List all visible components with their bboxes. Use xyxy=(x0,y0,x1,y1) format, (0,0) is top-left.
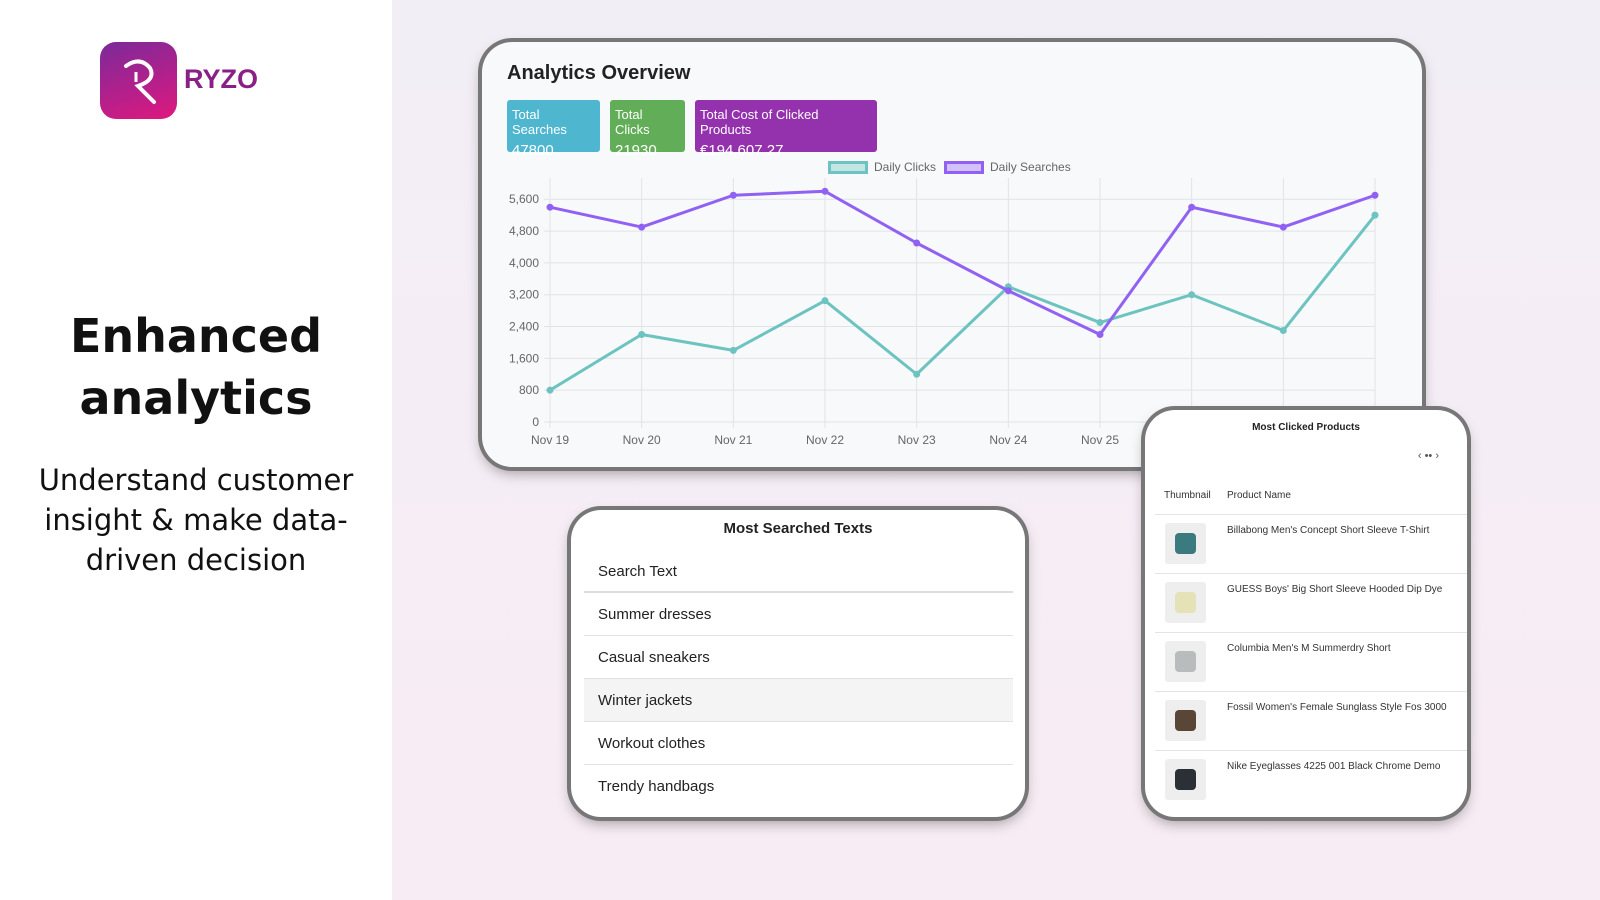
data-point xyxy=(729,191,737,199)
product-name: Nike Eyeglasses 4225 001 Black Chrome De… xyxy=(1227,761,1441,772)
stat-value: 21930 xyxy=(615,142,657,159)
data-point xyxy=(729,346,737,354)
search-text-row[interactable]: Winter jackets xyxy=(584,679,1013,722)
carousel-pager[interactable]: ‹ •• › xyxy=(1417,450,1439,462)
stat-total-searches: Total Searches 47800 xyxy=(507,100,600,159)
most-searched-title: Most Searched Texts xyxy=(723,520,873,537)
y-tick-label: 2,400 xyxy=(509,320,539,334)
data-point xyxy=(1279,223,1287,231)
chart-legend: Daily Clicks Daily Searches xyxy=(828,160,1071,175)
x-tick-label: Nov 22 xyxy=(806,433,844,447)
data-point xyxy=(1096,319,1104,327)
search-text-row[interactable]: Summer dresses xyxy=(584,593,1013,636)
product-thumbnail xyxy=(1165,641,1206,682)
series-line-searches xyxy=(549,189,1376,336)
y-tick-label: 4,800 xyxy=(509,224,539,238)
data-point xyxy=(1096,330,1104,338)
brand-name: RYZO xyxy=(184,64,258,94)
col-thumbnail: Thumbnail xyxy=(1164,490,1211,501)
data-point xyxy=(1279,327,1287,335)
x-tick-label: Nov 25 xyxy=(1081,433,1119,447)
product-name: GUESS Boys' Big Short Sleeve Hooded Dip … xyxy=(1227,584,1443,595)
data-point xyxy=(913,239,921,247)
stat-total-cost: Total Cost of Clicked Products €194,607.2… xyxy=(695,100,877,159)
product-row[interactable]: Billabong Men's Concept Short Sleeve T-S… xyxy=(1155,514,1467,573)
subline: Understand customer insight & make data-… xyxy=(38,463,354,577)
product-name: Columbia Men's M Summerdry Short xyxy=(1227,643,1391,654)
most-clicked-card: Most Clicked Products ‹ •• › Thumbnail P… xyxy=(1145,410,1467,817)
ryzo-logo xyxy=(100,42,177,119)
left-panel: RYZO Enhanced analytics Understand custo… xyxy=(0,0,392,900)
analytics-card: Analytics Overview Total Searches 47800 T… xyxy=(482,42,1422,467)
x-tick-label: Nov 23 xyxy=(898,433,936,447)
data-point xyxy=(821,297,829,305)
search-text-header: Search Text xyxy=(584,550,1013,593)
y-tick-label: 5,600 xyxy=(509,192,539,206)
most-clicked-title: Most Clicked Products xyxy=(1252,422,1360,433)
x-tick-label: Nov 24 xyxy=(989,433,1027,447)
legend-daily-searches[interactable]: Daily Searches xyxy=(944,160,1071,175)
stat-label: Total Clicks xyxy=(615,107,650,137)
y-tick-label: 0 xyxy=(532,415,539,429)
data-point xyxy=(821,187,829,195)
search-text-row[interactable]: Trendy handbags xyxy=(598,778,715,795)
y-tick-label: 4,000 xyxy=(509,256,539,270)
product-name: Billabong Men's Concept Short Sleeve T-S… xyxy=(1227,525,1430,536)
product-row[interactable]: Fossil Women's Female Sunglass Style Fos… xyxy=(1155,691,1467,750)
product-thumbnail xyxy=(1165,582,1206,623)
data-point xyxy=(1371,191,1379,199)
x-tick-label: Nov 19 xyxy=(531,433,569,447)
legend-daily-clicks[interactable]: Daily Clicks xyxy=(828,160,936,175)
analytics-title: Analytics Overview xyxy=(507,62,691,84)
col-product-name: Product Name xyxy=(1227,490,1291,501)
x-tick-label: Nov 20 xyxy=(623,433,661,447)
y-tick-label: 3,200 xyxy=(509,288,539,302)
stat-total-clicks: Total Clicks 21930 xyxy=(610,100,685,159)
data-point xyxy=(1371,211,1379,219)
data-point xyxy=(1004,287,1012,295)
data-point xyxy=(1188,203,1196,211)
data-point xyxy=(546,203,554,211)
product-thumbnail xyxy=(1165,759,1206,800)
series-line-clicks xyxy=(549,214,1377,392)
most-searched-card: Most Searched Texts Search Text Summer d… xyxy=(571,510,1025,817)
stat-label: Total Cost of Clicked Products xyxy=(700,107,819,137)
data-point xyxy=(913,370,921,378)
stat-label: Total Searches xyxy=(512,107,567,137)
search-text-row[interactable]: Casual sneakers xyxy=(584,636,1013,679)
x-tick-label: Nov 21 xyxy=(714,433,752,447)
data-point xyxy=(638,330,646,338)
product-row[interactable]: Nike Eyeglasses 4225 001 Black Chrome De… xyxy=(1155,750,1467,809)
logo-r-icon xyxy=(124,59,156,104)
product-thumbnail xyxy=(1165,523,1206,564)
stat-value: 47800 xyxy=(512,142,554,159)
y-tick-label: 800 xyxy=(519,383,539,397)
data-point xyxy=(546,386,554,394)
headline: Enhanced analytics xyxy=(69,309,323,425)
product-row[interactable]: GUESS Boys' Big Short Sleeve Hooded Dip … xyxy=(1155,573,1467,632)
product-thumbnail xyxy=(1165,700,1206,741)
data-point xyxy=(1188,291,1196,299)
search-text-row[interactable]: Workout clothes xyxy=(584,722,1013,765)
line-chart: 0 800 1,600 2,400 3,200 4,000 4,800 5,600 Nov 19… xyxy=(509,178,1394,447)
product-row[interactable]: Columbia Men's M Summerdry Short xyxy=(1155,632,1467,691)
y-tick-label: 1,600 xyxy=(509,351,539,365)
product-name: Fossil Women's Female Sunglass Style Fos… xyxy=(1227,702,1447,713)
stat-value: €194,607.27 xyxy=(700,142,784,159)
data-point xyxy=(638,223,646,231)
